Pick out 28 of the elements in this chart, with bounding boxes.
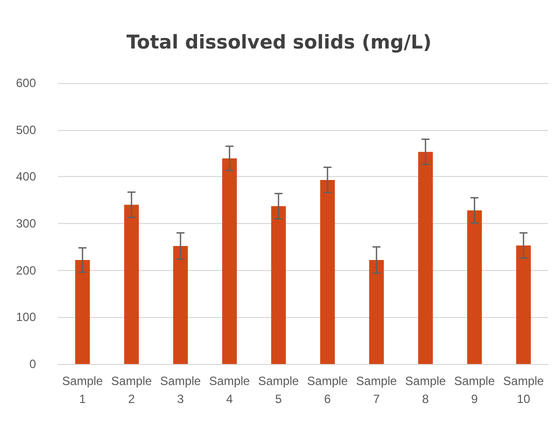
bar — [320, 180, 335, 364]
y-tick-label: 400 — [16, 170, 36, 184]
bar — [418, 152, 433, 364]
y-tick-label: 300 — [16, 216, 36, 230]
bar — [75, 260, 90, 364]
x-tick-label: Sample 10 — [503, 374, 544, 406]
bar — [467, 210, 482, 364]
y-tick-label: 0 — [29, 357, 36, 371]
x-tick-label: Sample 4 — [209, 374, 250, 406]
x-tick-label: Sample 1 — [62, 374, 104, 406]
bar — [124, 204, 139, 364]
bar — [222, 158, 237, 364]
bar — [173, 246, 188, 364]
bar — [271, 206, 286, 364]
x-tick-label: Sample 5 — [258, 374, 300, 406]
x-tick-label: Sample 2 — [111, 374, 152, 406]
x-tick-label: Sample 8 — [405, 374, 446, 406]
x-tick-label: Sample 7 — [356, 374, 398, 406]
y-tick-label: 100 — [16, 310, 36, 324]
y-tick-label: 500 — [16, 122, 36, 137]
chart-title: Total dissolved solids (mg/L) — [126, 32, 432, 54]
y-tick-label: 200 — [16, 263, 36, 278]
x-tick-label: Sample 6 — [307, 374, 348, 406]
bar — [369, 260, 384, 364]
y-tick-label: 600 — [16, 76, 36, 90]
x-tick-label: Sample 3 — [160, 374, 202, 406]
bar — [516, 246, 531, 364]
x-tick-label: Sample 9 — [454, 374, 496, 406]
